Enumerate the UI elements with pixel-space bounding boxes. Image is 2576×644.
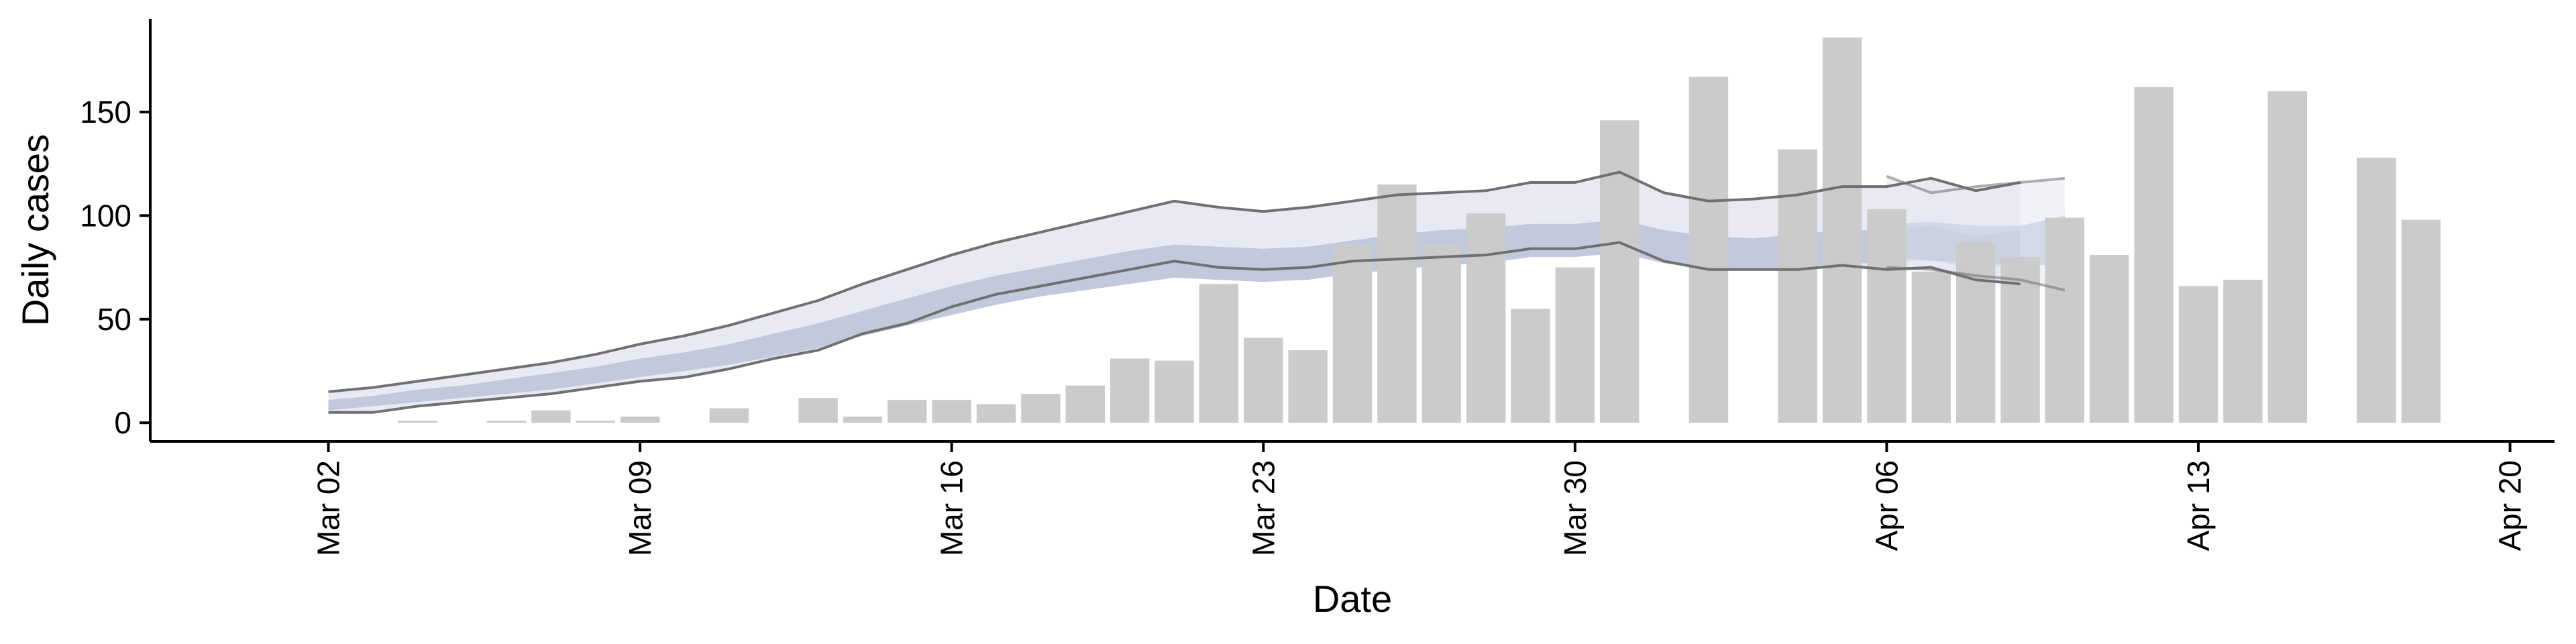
bar	[1199, 284, 1239, 423]
x-axis-title: Date	[1313, 578, 1392, 620]
bar	[2000, 257, 2040, 423]
bar	[1867, 209, 1907, 423]
bar	[843, 416, 883, 423]
bar	[1421, 244, 1461, 423]
bar	[1956, 242, 1996, 423]
x-tick-label: Apr 06	[1869, 460, 1904, 551]
bar	[1511, 309, 1550, 423]
bar	[1021, 394, 1061, 423]
bar	[932, 400, 971, 423]
bar	[2401, 219, 2441, 423]
bar	[1244, 337, 1283, 423]
bar	[1911, 271, 1951, 423]
x-tick-label: Apr 13	[2181, 460, 2216, 551]
bar	[1600, 120, 1640, 423]
bar	[1155, 360, 1194, 423]
bar	[976, 404, 1016, 423]
bar	[620, 416, 660, 423]
daily-case-bars	[398, 37, 2441, 423]
y-tick-label: 0	[114, 405, 131, 440]
bar	[2134, 87, 2174, 423]
bar	[2267, 91, 2307, 423]
x-tick-label: Mar 16	[934, 460, 969, 556]
lower-bound-line-1	[1886, 266, 2065, 292]
bar	[1288, 350, 1328, 423]
bar	[1555, 267, 1595, 423]
inner-band-1	[1886, 215, 2065, 266]
y-tick-label: 50	[97, 302, 131, 337]
bar	[398, 421, 437, 423]
upper-bound-line-1	[1886, 174, 2065, 195]
bar	[709, 408, 749, 423]
y-axis-ticks: 0 50 100 150	[80, 95, 150, 440]
x-tick-label: Apr 20	[2493, 460, 2528, 551]
bar	[2045, 217, 2085, 423]
bar	[1065, 385, 1105, 423]
bar	[531, 410, 571, 423]
upper-bound-line-0	[328, 170, 2021, 393]
bar	[1332, 244, 1373, 423]
lower-bound-line-0	[328, 241, 2021, 414]
x-tick-label: Mar 09	[623, 460, 657, 556]
y-axis-title: Daily cases	[14, 134, 56, 326]
estimate-lines	[328, 170, 2065, 414]
y-tick-label: 150	[80, 95, 131, 129]
axes: Mar 02 Mar 09 Mar 16 Mar 23 Mar 30 Apr 06 Apr …	[80, 19, 2555, 556]
bar	[1778, 149, 1817, 423]
bar	[2178, 286, 2218, 423]
bar	[1377, 184, 1417, 423]
bar	[2223, 280, 2263, 423]
bar	[1822, 37, 1862, 423]
bar	[576, 421, 615, 423]
x-tick-label: Mar 23	[1246, 460, 1281, 556]
bar	[798, 398, 838, 423]
y-tick-label: 100	[80, 198, 131, 233]
x-tick-label: Mar 02	[311, 460, 345, 556]
bar	[1688, 76, 1729, 423]
x-tick-label: Mar 30	[1558, 460, 1593, 556]
bar	[888, 400, 927, 423]
bar	[1466, 213, 1506, 423]
bar	[2090, 255, 2129, 423]
bar	[1110, 358, 1150, 423]
bar	[486, 421, 527, 423]
x-axis-ticks: Mar 02 Mar 09 Mar 16 Mar 23 Mar 30 Apr 06 Apr …	[311, 441, 2528, 556]
bar	[2357, 157, 2396, 423]
